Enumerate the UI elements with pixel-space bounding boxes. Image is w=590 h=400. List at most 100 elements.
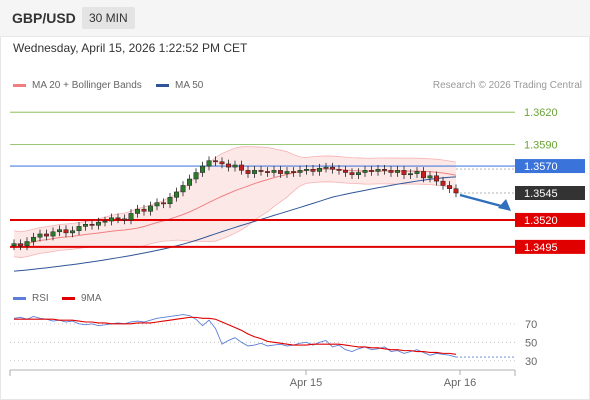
- candle-body: [213, 160, 218, 163]
- candle-body: [453, 188, 459, 194]
- candle-body: [154, 202, 160, 207]
- level-label-1-3570: 1.3570: [524, 161, 558, 173]
- candle-body: [414, 171, 420, 174]
- candle-body: [115, 217, 121, 220]
- candle-body: [447, 185, 452, 189]
- candle-body: [148, 205, 153, 212]
- candle-body: [440, 180, 446, 186]
- legend-ma50: MA 50: [156, 80, 203, 91]
- candle-body: [174, 191, 179, 198]
- candle-body: [343, 170, 348, 173]
- forecast-arrow-line: [459, 193, 506, 209]
- candle-body: [44, 233, 49, 237]
- legend-bollinger: MA 20 + Bollinger Bands: [13, 80, 142, 91]
- bollinger-upper-line: [13, 146, 457, 233]
- candle-body: [271, 170, 277, 173]
- candle-body: [323, 166, 329, 169]
- candle-body: [102, 220, 108, 223]
- level-badge-1-3495: [515, 239, 585, 254]
- candle-body: [245, 170, 251, 174]
- symbol-title: GBP/USD: [12, 10, 76, 26]
- candle-body: [89, 224, 95, 226]
- candle-body: [57, 229, 62, 233]
- candle-body: [83, 224, 88, 227]
- candle-body: [219, 161, 225, 165]
- candle-body: [50, 231, 56, 237]
- x-tick-label: Apr 16: [444, 377, 476, 389]
- attribution: Research © 2026 Trading Central: [432, 80, 582, 91]
- candle-body: [18, 243, 23, 247]
- timeframe-badge[interactable]: 30 MIN: [82, 7, 135, 29]
- candle-body: [96, 221, 101, 226]
- forecast-arrow-head: [498, 199, 511, 211]
- candle-body: [226, 163, 231, 168]
- legend-label-bollinger: MA 20 + Bollinger Bands: [32, 80, 142, 91]
- candle-body: [310, 169, 316, 172]
- candle-body: [141, 208, 147, 212]
- timestamp: Wednesday, April 15, 2026 1:22:52 PM CET: [13, 41, 248, 55]
- candle-body: [109, 217, 114, 222]
- legend-label-ma50: MA 50: [175, 80, 204, 91]
- candle-body: [330, 166, 335, 170]
- candle-body: [37, 233, 43, 238]
- ma20-line: [13, 168, 457, 246]
- candle-body: [252, 170, 257, 174]
- level-badge-1-3545: [515, 186, 585, 200]
- level-badge-1-3520: [515, 212, 585, 227]
- legend-swatch-ma50: [156, 84, 169, 87]
- candle-body: [349, 172, 355, 175]
- candle-body: [180, 185, 186, 193]
- candle-body: [161, 202, 166, 205]
- candle-body: [304, 169, 309, 171]
- candle-body: [31, 236, 36, 242]
- candle-body: [24, 241, 30, 247]
- candle-body: [128, 213, 134, 221]
- candle-body: [382, 169, 387, 171]
- candle-body: [388, 170, 394, 173]
- rsi-tick-label-50: 50: [525, 337, 537, 349]
- candle-body: [421, 171, 426, 179]
- candle-body: [297, 170, 303, 173]
- legend-swatch-rsi: [13, 297, 26, 300]
- candle-body: [122, 218, 127, 221]
- candle-body: [63, 229, 69, 234]
- rsi-tick-label-30: 30: [525, 356, 537, 368]
- legend-label-9ma: 9MA: [81, 293, 102, 304]
- candle-body: [135, 208, 140, 214]
- legend-swatch-bollinger: [13, 84, 26, 87]
- candle-body: [336, 169, 342, 171]
- legend-rsi: RSI: [13, 293, 49, 304]
- candle-body: [193, 172, 199, 180]
- candle-body: [187, 178, 192, 186]
- legend-label-rsi: RSI: [32, 293, 49, 304]
- candle-body: [239, 164, 244, 171]
- candle-body: [395, 170, 400, 173]
- candle-body: [167, 197, 173, 205]
- level-label-1-3590: 1.3590: [524, 140, 558, 152]
- ma50-line: [13, 176, 457, 272]
- chart-header: GBP/USD 30 MIN: [0, 0, 590, 37]
- candle-body: [232, 164, 238, 168]
- x-tick-label: Apr 15: [290, 377, 322, 389]
- rsi-tick-label-70: 70: [525, 319, 537, 331]
- candle-body: [317, 167, 322, 172]
- candle-body: [401, 170, 407, 175]
- candle-body: [278, 170, 283, 174]
- legend-swatch-9ma: [62, 297, 75, 300]
- level-label-1-3520: 1.3520: [524, 215, 558, 227]
- candle-body: [356, 172, 361, 175]
- rsi-series-rsi: [13, 314, 457, 358]
- candle-body: [265, 171, 270, 173]
- candle-body: [11, 243, 17, 247]
- candle-body: [200, 165, 205, 173]
- level-badge-1-3570: [515, 159, 585, 174]
- candle-body: [284, 171, 290, 174]
- candle-body: [408, 173, 413, 176]
- candle-body: [427, 175, 433, 179]
- candle-body: [76, 226, 82, 231]
- candle-body: [70, 230, 75, 234]
- level-label-1-3620: 1.3620: [524, 107, 558, 119]
- rsi-series-9ma: [14, 316, 457, 355]
- candle-body: [291, 171, 296, 173]
